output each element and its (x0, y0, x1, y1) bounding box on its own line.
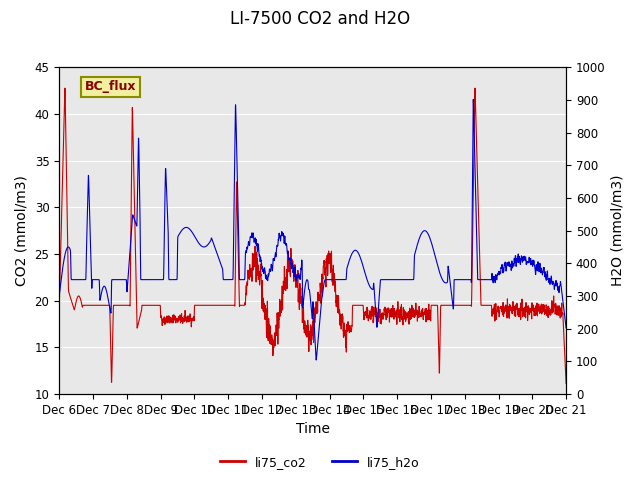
li75_co2 (294, 284, 301, 290)
Text: LI-7500 CO2 and H2O: LI-7500 CO2 and H2O (230, 10, 410, 28)
li75_co2 (147, 302, 154, 308)
li75_h2o (455, 277, 463, 283)
Line: li75_h2o: li75_h2o (59, 99, 566, 360)
li75_co2 (398, 316, 406, 322)
li75_h2o (563, 325, 570, 331)
li75_co2 (471, 85, 479, 91)
Y-axis label: CO2 (mmol/m3): CO2 (mmol/m3) (15, 175, 29, 286)
li75_h2o (147, 277, 154, 283)
li75_h2o (294, 273, 301, 279)
X-axis label: Time: Time (296, 422, 330, 436)
li75_co2 (55, 305, 63, 311)
li75_h2o (562, 322, 570, 327)
li75_h2o (426, 235, 434, 241)
li75_co2 (455, 302, 463, 308)
li75_co2 (562, 369, 570, 374)
li75_h2o (312, 357, 320, 363)
Text: BC_flux: BC_flux (84, 80, 136, 93)
li75_co2 (426, 310, 434, 315)
Y-axis label: H2O (mmol/m3): H2O (mmol/m3) (611, 175, 625, 287)
Legend: li75_co2, li75_h2o: li75_co2, li75_h2o (215, 451, 425, 474)
Line: li75_co2: li75_co2 (59, 88, 566, 384)
li75_h2o (469, 96, 477, 102)
li75_h2o (55, 292, 63, 298)
li75_h2o (398, 277, 406, 283)
li75_co2 (563, 381, 570, 386)
